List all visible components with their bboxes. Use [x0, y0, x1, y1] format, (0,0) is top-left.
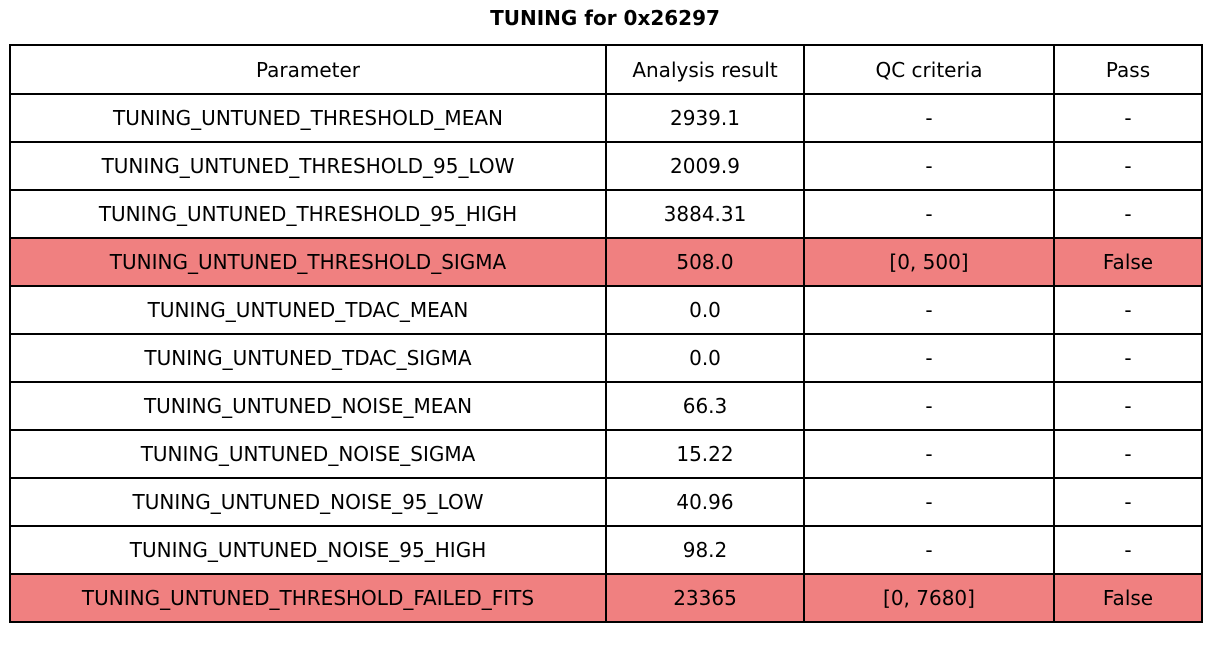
cell-pass: -	[1053, 477, 1203, 527]
table-row: TUNING_UNTUNED_NOISE_95_HIGH 98.2 - -	[9, 525, 1203, 575]
cell-analysis-result: 3884.31	[605, 189, 805, 239]
cell-qc-criteria: -	[803, 477, 1055, 527]
cell-analysis-result: 2939.1	[605, 93, 805, 143]
cell-parameter: TUNING_UNTUNED_TDAC_SIGMA	[9, 333, 607, 383]
cell-parameter: TUNING_UNTUNED_NOISE_95_HIGH	[9, 525, 607, 575]
cell-parameter: TUNING_UNTUNED_THRESHOLD_MEAN	[9, 93, 607, 143]
cell-qc-criteria: -	[803, 189, 1055, 239]
cell-pass: -	[1053, 285, 1203, 335]
table-row: TUNING_UNTUNED_NOISE_SIGMA 15.22 - -	[9, 429, 1203, 479]
table-row: TUNING_UNTUNED_THRESHOLD_95_LOW 2009.9 -…	[9, 141, 1203, 191]
table-row: TUNING_UNTUNED_NOISE_95_LOW 40.96 - -	[9, 477, 1203, 527]
table-row: TUNING_UNTUNED_NOISE_MEAN 66.3 - -	[9, 381, 1203, 431]
cell-qc-criteria: -	[803, 381, 1055, 431]
cell-analysis-result: 98.2	[605, 525, 805, 575]
cell-qc-criteria: -	[803, 285, 1055, 335]
column-header-analysis-result: Analysis result	[605, 44, 805, 95]
cell-qc-criteria: [0, 500]	[803, 237, 1055, 287]
table-row: TUNING_UNTUNED_TDAC_MEAN 0.0 - -	[9, 285, 1203, 335]
cell-pass: -	[1053, 189, 1203, 239]
cell-analysis-result: 508.0	[605, 237, 805, 287]
cell-parameter: TUNING_UNTUNED_THRESHOLD_FAILED_FITS	[9, 573, 607, 623]
cell-pass: -	[1053, 333, 1203, 383]
cell-pass: False	[1053, 573, 1203, 623]
table-row: TUNING_UNTUNED_THRESHOLD_FAILED_FITS 233…	[9, 573, 1203, 623]
cell-analysis-result: 0.0	[605, 285, 805, 335]
cell-parameter: TUNING_UNTUNED_NOISE_SIGMA	[9, 429, 607, 479]
cell-pass: False	[1053, 237, 1203, 287]
cell-qc-criteria: -	[803, 141, 1055, 191]
qc-results-table: Parameter Analysis result QC criteria Pa…	[9, 44, 1203, 623]
table-row: TUNING_UNTUNED_THRESHOLD_SIGMA 508.0 [0,…	[9, 237, 1203, 287]
column-header-parameter: Parameter	[9, 44, 607, 95]
cell-pass: -	[1053, 429, 1203, 479]
cell-analysis-result: 23365	[605, 573, 805, 623]
cell-qc-criteria: -	[803, 525, 1055, 575]
table-body: TUNING_UNTUNED_THRESHOLD_MEAN 2939.1 - -…	[9, 93, 1203, 623]
cell-parameter: TUNING_UNTUNED_THRESHOLD_95_HIGH	[9, 189, 607, 239]
cell-analysis-result: 0.0	[605, 333, 805, 383]
table-row: TUNING_UNTUNED_THRESHOLD_95_HIGH 3884.31…	[9, 189, 1203, 239]
cell-qc-criteria: -	[803, 93, 1055, 143]
column-header-pass: Pass	[1053, 44, 1203, 95]
column-header-qc-criteria: QC criteria	[803, 44, 1055, 95]
header-row: Parameter Analysis result QC criteria Pa…	[9, 44, 1203, 95]
cell-analysis-result: 15.22	[605, 429, 805, 479]
cell-parameter: TUNING_UNTUNED_TDAC_MEAN	[9, 285, 607, 335]
cell-analysis-result: 40.96	[605, 477, 805, 527]
page-title: TUNING for 0x26297	[490, 6, 720, 30]
cell-parameter: TUNING_UNTUNED_NOISE_MEAN	[9, 381, 607, 431]
cell-parameter: TUNING_UNTUNED_THRESHOLD_95_LOW	[9, 141, 607, 191]
cell-parameter: TUNING_UNTUNED_THRESHOLD_SIGMA	[9, 237, 607, 287]
cell-pass: -	[1053, 141, 1203, 191]
cell-qc-criteria: [0, 7680]	[803, 573, 1055, 623]
cell-pass: -	[1053, 93, 1203, 143]
cell-pass: -	[1053, 381, 1203, 431]
cell-analysis-result: 66.3	[605, 381, 805, 431]
cell-qc-criteria: -	[803, 333, 1055, 383]
cell-qc-criteria: -	[803, 429, 1055, 479]
cell-pass: -	[1053, 525, 1203, 575]
cell-parameter: TUNING_UNTUNED_NOISE_95_LOW	[9, 477, 607, 527]
table-row: TUNING_UNTUNED_THRESHOLD_MEAN 2939.1 - -	[9, 93, 1203, 143]
cell-analysis-result: 2009.9	[605, 141, 805, 191]
table-row: TUNING_UNTUNED_TDAC_SIGMA 0.0 - -	[9, 333, 1203, 383]
